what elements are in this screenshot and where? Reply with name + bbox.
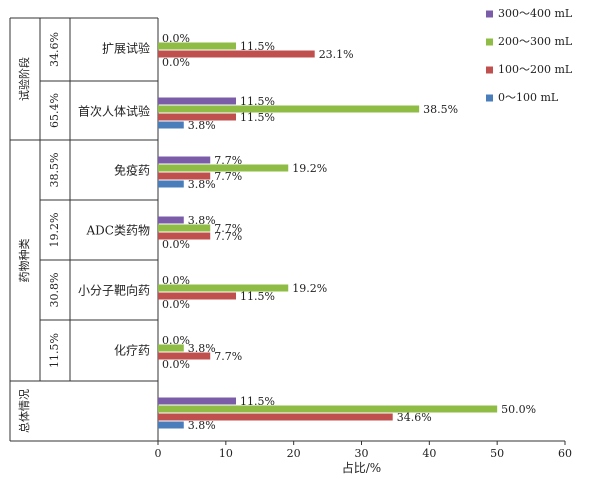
group-label: 试验阶段 (17, 57, 31, 101)
x-axis-label: 占比/% (342, 460, 381, 475)
row-percent-label: 34.6% (48, 32, 61, 67)
category-labels: 34.6% 扩展试验 65.4% 首次人体试验 38.5% 免疫药 19.2% ADC类药物 3… (48, 32, 150, 368)
x-axis: 0 10 20 30 40 50 60 占比/% (155, 440, 572, 475)
value-label: 7.7% (214, 230, 242, 243)
category-label: ADC类药物 (86, 224, 150, 238)
legend-label: 300～400 mL (498, 7, 573, 20)
bar (158, 413, 393, 421)
legend-swatch (486, 94, 493, 102)
category-table (9, 17, 159, 442)
legend-swatch (486, 10, 493, 18)
bar (158, 421, 184, 429)
legend-swatch (486, 38, 493, 46)
value-label: 3.8% (188, 214, 216, 227)
bar (158, 156, 211, 164)
group-label: 药物种类 (17, 239, 31, 283)
value-label: 3.8% (188, 419, 216, 432)
bar (158, 284, 289, 292)
value-label: 19.2% (292, 162, 327, 175)
value-label: 11.5% (240, 290, 275, 303)
value-label: 7.7% (214, 154, 242, 167)
x-tick-label: 60 (558, 447, 572, 460)
x-tick-label: 0 (155, 447, 162, 460)
value-label: 7.7% (214, 222, 242, 235)
bar (158, 292, 237, 300)
row-percent-label: 11.5% (48, 333, 61, 368)
category-label: 首次人体试验 (78, 104, 150, 119)
value-label: 11.5% (240, 95, 275, 108)
value-label: 11.5% (240, 395, 275, 408)
value-label: 38.5% (423, 103, 458, 116)
bar (158, 42, 237, 50)
bar (158, 172, 211, 180)
value-label: 0.0% (162, 298, 190, 311)
bar (158, 224, 211, 232)
x-tick-label: 10 (219, 447, 233, 460)
bar (158, 216, 184, 224)
row-percent-label: 65.4% (48, 93, 61, 128)
value-label: 0.0% (162, 334, 190, 347)
legend: 300～400 mL 200～300 mL 100～200 mL 0～100 mL (486, 7, 573, 104)
bar (158, 352, 211, 360)
value-label: 0.0% (162, 32, 190, 45)
row-percent-label: 19.2% (48, 213, 61, 248)
value-label: 7.7% (214, 170, 242, 183)
bar (158, 50, 315, 58)
value-labels: 0.0%11.5%23.1%0.0%11.5%38.5%11.5%3.8%7.7… (162, 32, 536, 432)
category-label: 化疗药 (114, 344, 150, 358)
value-label: 0.0% (162, 238, 190, 251)
bars (158, 42, 498, 429)
value-label: 0.0% (162, 358, 190, 371)
value-label: 23.1% (319, 48, 354, 61)
x-tick-label: 50 (490, 447, 504, 460)
legend-label: 200～300 mL (498, 35, 573, 48)
x-tick-label: 40 (422, 447, 436, 460)
bar (158, 121, 184, 129)
category-label: 免疫药 (114, 163, 150, 178)
category-label: 小分子靶向药 (78, 283, 150, 298)
bar (158, 405, 498, 413)
legend-label: 0～100 mL (498, 91, 559, 104)
bar (158, 232, 211, 240)
value-label: 3.8% (188, 178, 216, 191)
value-label: 3.8% (188, 342, 216, 355)
bar (158, 397, 237, 405)
value-label: 11.5% (240, 40, 275, 53)
bar (158, 105, 420, 113)
x-tick-label: 30 (355, 447, 369, 460)
value-label: 0.0% (162, 274, 190, 287)
row-percent-label: 38.5% (48, 153, 61, 188)
bar (158, 164, 289, 172)
value-label: 3.8% (188, 119, 216, 132)
legend-swatch (486, 66, 493, 74)
group-label: 总体情况 (17, 389, 31, 433)
value-label: 0.0% (162, 56, 190, 69)
bar (158, 344, 184, 352)
x-tick-label: 20 (287, 447, 301, 460)
value-label: 11.5% (240, 111, 275, 124)
value-label: 19.2% (292, 282, 327, 295)
row-percent-label: 30.8% (48, 273, 61, 308)
value-label: 7.7% (214, 350, 242, 363)
bar (158, 113, 237, 121)
bar (158, 180, 184, 188)
bar (158, 97, 237, 105)
legend-label: 100～200 mL (498, 63, 573, 76)
category-label: 扩展试验 (102, 41, 150, 56)
value-label: 34.6% (397, 411, 432, 424)
value-label: 50.0% (501, 403, 536, 416)
